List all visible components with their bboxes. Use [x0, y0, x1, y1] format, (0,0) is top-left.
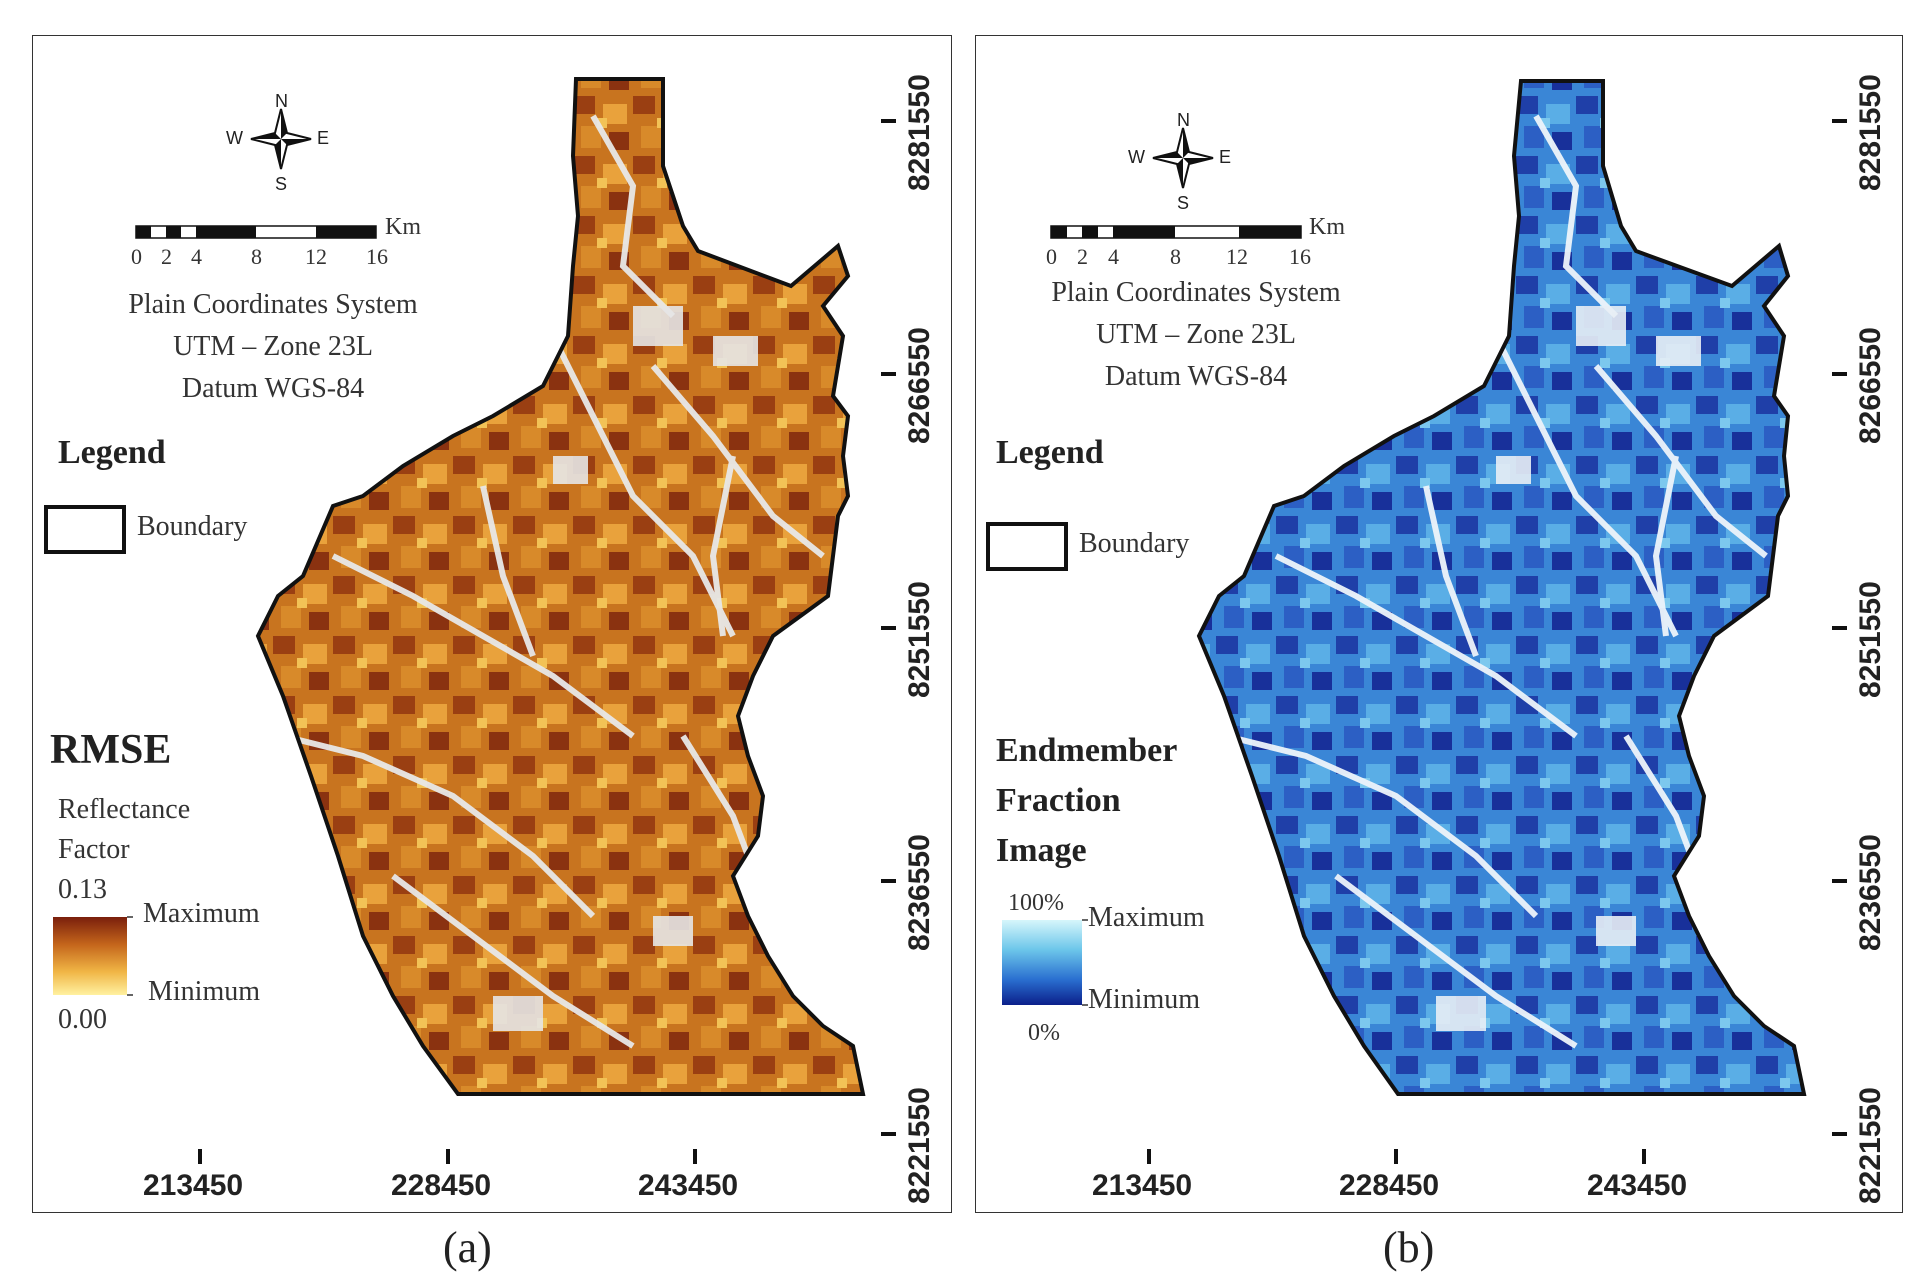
scalebar-tick: 0: [131, 244, 142, 269]
datum-line: Datum WGS-84: [181, 373, 365, 404]
y-tick-label: 8221550: [903, 1087, 936, 1204]
y-axis-ticks-b: [1832, 119, 1847, 1136]
compass-n-label: N: [1177, 110, 1190, 130]
scalebar-tick: 0: [1046, 244, 1057, 269]
ramp-min-label: Minimum: [148, 976, 261, 1007]
compass-icon: [250, 108, 312, 170]
map-canvas-a: [44, 77, 896, 1164]
scalebar-unit: Km: [1309, 214, 1345, 240]
x-tick-label: 213450: [143, 1169, 244, 1202]
ramp-max-label: Maximum: [143, 898, 260, 929]
boundary-label: Boundary: [1079, 528, 1190, 559]
datum-line: Datum WGS-84: [1104, 361, 1288, 392]
ramp-max-label: Maximum: [1088, 902, 1205, 933]
boundary-swatch-a: [44, 505, 126, 554]
ramp-min-value: 0%: [1028, 1020, 1060, 1046]
compass-s-label: S: [1177, 193, 1190, 213]
y-axis-ticks-a: [881, 119, 896, 1136]
ramp-max-value: 0.13: [58, 874, 107, 905]
x-tick-label: 243450: [638, 1169, 739, 1202]
rmse-title: RMSE: [50, 727, 172, 773]
scalebar-tick: 8: [251, 244, 262, 269]
compass-n-label: N: [275, 91, 288, 111]
x-tick-label: 228450: [1339, 1169, 1440, 1202]
map-panel-b: N S E W Km 0 2 4 8 12 16 Plain Coordinat…: [975, 35, 1903, 1213]
scalebar-tick: 4: [1108, 244, 1119, 269]
scalebar-unit: Km: [385, 214, 421, 240]
x-tick-label: 228450: [391, 1169, 492, 1202]
y-tick-label: 8221550: [1854, 1087, 1887, 1204]
fraction-title-line: Image: [996, 832, 1087, 869]
rmse-raster-a: [258, 79, 863, 1094]
boundary-outline-b: [1196, 79, 1807, 1096]
color-ramp-a: [53, 917, 127, 995]
fraction-title-line: Endmember: [996, 732, 1178, 769]
compass-s-label: S: [275, 174, 288, 194]
legend-title: Legend: [996, 434, 1104, 471]
utm-zone-line: UTM – Zone 23L: [1096, 319, 1296, 350]
scalebar-tick: 12: [305, 244, 327, 269]
y-tick-label: 8236550: [903, 834, 936, 951]
compass-e-label: E: [317, 128, 330, 148]
y-tick-label: 8236550: [1854, 834, 1887, 951]
compass-w-label: W: [226, 128, 243, 148]
y-tick-label: 8281550: [903, 74, 936, 191]
x-axis-ticks-b: [1147, 1149, 1646, 1164]
fraction-title-line: Fraction: [996, 782, 1121, 819]
map-canvas-b: [986, 79, 1847, 1164]
y-tick-label: 8251550: [903, 581, 936, 698]
scalebar-tick: 16: [366, 244, 388, 269]
scalebar-a: [135, 225, 377, 239]
ramp-max-value: 100%: [1008, 890, 1064, 916]
scalebar-tick: 16: [1289, 244, 1311, 269]
scalebar-tick: 4: [191, 244, 202, 269]
legend-title: Legend: [58, 434, 166, 471]
y-tick-label: 8281550: [1854, 74, 1887, 191]
y-tick-label: 8266550: [903, 327, 936, 444]
map-panel-a: N S E W Km 0 2 4 8 12 16 Plain Coordinat…: [32, 35, 952, 1213]
compass-e-label: E: [1219, 147, 1232, 167]
scalebar-tick: 2: [1077, 244, 1088, 269]
units-line: Reflectance: [58, 794, 191, 825]
compass-w-label: W: [1128, 147, 1145, 167]
compass-icon: [1152, 127, 1214, 189]
x-tick-label: 213450: [1092, 1169, 1193, 1202]
boundary-outline-a: [255, 77, 866, 1096]
utm-zone-line: UTM – Zone 23L: [173, 331, 373, 362]
boundary-swatch-b: [986, 522, 1068, 571]
boundary-label: Boundary: [137, 511, 248, 542]
units-line: Factor: [58, 834, 130, 865]
x-axis-ticks-a: [198, 1149, 697, 1164]
scalebar-tick: 2: [161, 244, 172, 269]
scalebar-tick: 12: [1226, 244, 1248, 269]
caption-a: (a): [443, 1223, 492, 1272]
y-tick-label: 8266550: [1854, 327, 1887, 444]
scalebar-tick: 8: [1170, 244, 1181, 269]
scalebar-b: [1050, 225, 1302, 239]
color-ramp-b: [1002, 920, 1082, 1005]
ramp-min-label: Minimum: [1088, 984, 1201, 1015]
coord-system-line: Plain Coordinates System: [1051, 277, 1341, 308]
caption-b: (b): [1383, 1223, 1435, 1272]
fraction-raster-b: [1199, 81, 1804, 1094]
ramp-min-value: 0.00: [58, 1004, 107, 1035]
coord-system-line: Plain Coordinates System: [128, 289, 418, 320]
x-tick-label: 243450: [1587, 1169, 1688, 1202]
y-tick-label: 8251550: [1854, 581, 1887, 698]
